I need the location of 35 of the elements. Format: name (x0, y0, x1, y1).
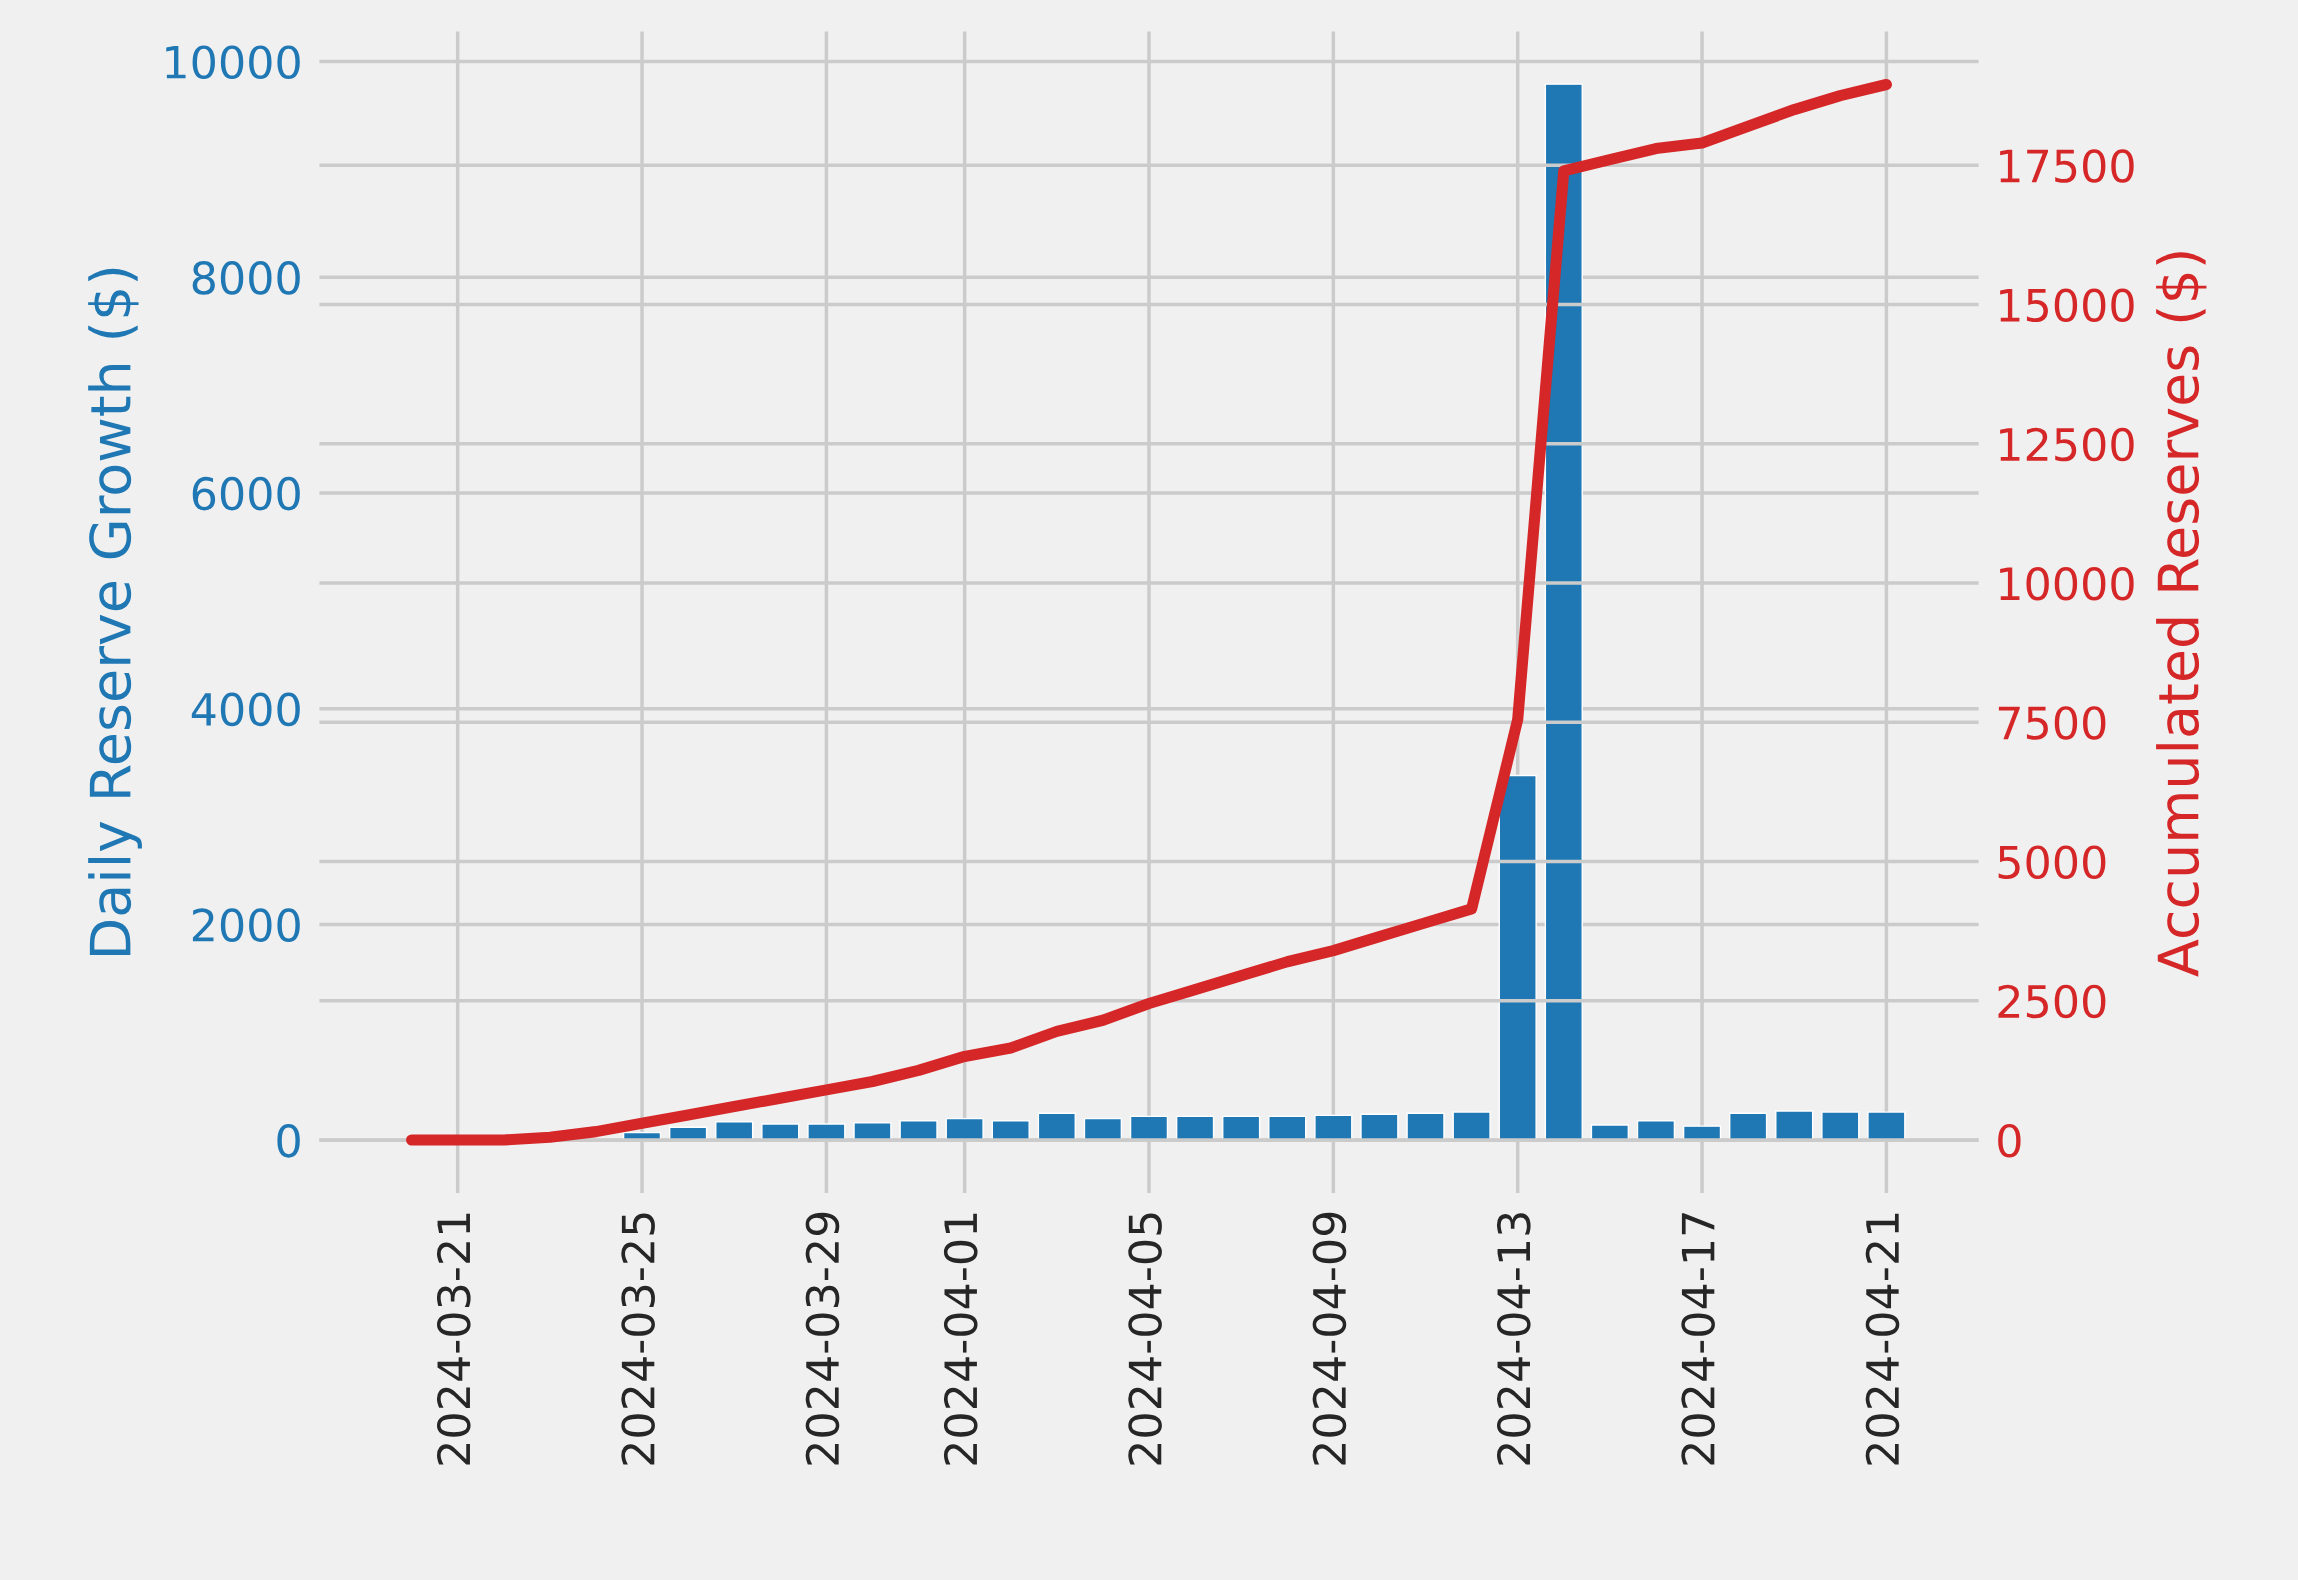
x-tick-label: 2024-04-13 (1496, 1213, 1531, 1465)
bar (1821, 1111, 1860, 1141)
y2-tick-label: 5000 (1998, 845, 2106, 880)
bar (1729, 1112, 1768, 1141)
x-tick-label: 2024-03-25 (621, 1213, 655, 1465)
y2-tick-label: 12500 (2000, 427, 2134, 462)
x-tick-label: 2024-04-21 (1865, 1213, 1900, 1465)
x-tick-label: 2024-03-29 (805, 1212, 840, 1465)
y-tick-label: 10000 (166, 45, 300, 79)
y-tick-label: 2000 (192, 908, 300, 942)
bar (1498, 774, 1537, 1141)
y-axis-title: Daily Reserve Growth ($) (88, 268, 142, 956)
y2-tick-label: 17500 (2000, 149, 2134, 183)
y-tick-label: 6000 (192, 476, 300, 511)
y2-tick-label: 15000 (2000, 288, 2134, 323)
y2-tick-label: 10000 (2000, 566, 2134, 601)
bar (1775, 1110, 1814, 1141)
y2-tick-label: 7500 (1998, 706, 2106, 740)
x-tick-label: 2024-04-17 (1681, 1213, 1715, 1465)
bar (1544, 83, 1583, 1141)
x-tick-label: 2024-04-05 (1128, 1213, 1162, 1465)
y-tick-label: 4000 (191, 692, 300, 727)
bar (1452, 1111, 1491, 1141)
bar (1360, 1113, 1399, 1141)
x-tick-label: 2024-04-09 (1312, 1212, 1347, 1465)
x-tick-label: 2024-04-01 (943, 1213, 978, 1465)
bar (1867, 1111, 1906, 1141)
bar (1037, 1112, 1076, 1141)
y-tick-label: 0 (277, 1124, 300, 1158)
x-tick-label: 2024-03-21 (436, 1213, 471, 1465)
y2-axis-title: Accumulated Reserves ($) (2156, 252, 2207, 977)
y2-tick-label: 0 (1998, 1123, 2021, 1158)
bar (1406, 1112, 1445, 1141)
y2-tick-label: 2500 (1998, 984, 2106, 1019)
y-tick-label: 8000 (192, 261, 300, 295)
